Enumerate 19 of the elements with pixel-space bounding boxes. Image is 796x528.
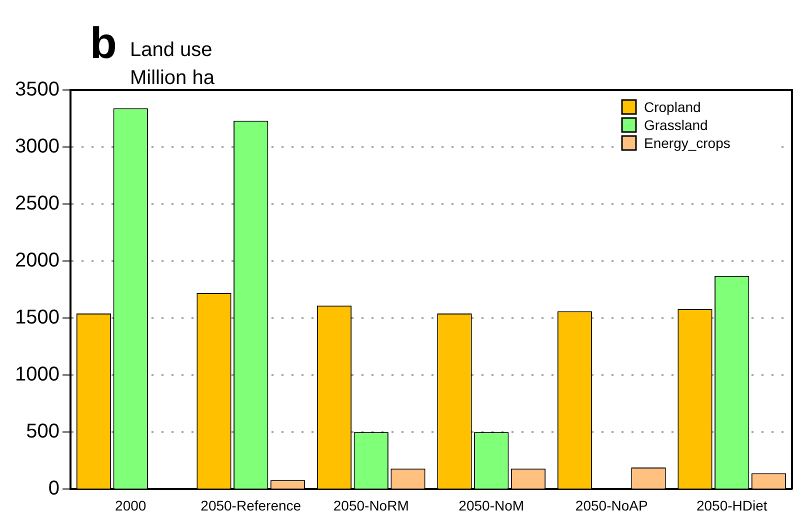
x-tick-label: 2050-NoAP xyxy=(575,497,648,514)
legend-label: Grassland xyxy=(644,116,708,133)
y-tick-label: 3000 xyxy=(14,136,60,158)
legend-label: Energy_crops xyxy=(644,134,730,151)
y-tick-label: 0 xyxy=(48,478,60,500)
x-tick-label: 2050-HDiet xyxy=(696,497,768,514)
x-tick-label: 2000 xyxy=(115,497,146,514)
x-tick-label: 2050-Reference xyxy=(200,497,302,514)
y-tick-label: 500 xyxy=(26,420,60,443)
x-tick-label: 2050-NoRM xyxy=(333,497,409,514)
y-tick-label: 2500 xyxy=(14,192,60,215)
x-tick-label: 2050-NoM xyxy=(458,497,524,514)
y-tick-label: 1500 xyxy=(14,306,60,329)
y-tick-label: 2000 xyxy=(14,250,60,272)
legend-label: Cropland xyxy=(644,98,701,115)
y-tick-label: 3500 xyxy=(14,78,60,101)
chart-title: b xyxy=(90,19,117,68)
y-axis-title: Land use Million ha xyxy=(130,39,216,89)
y-tick-label: 1000 xyxy=(14,364,60,386)
